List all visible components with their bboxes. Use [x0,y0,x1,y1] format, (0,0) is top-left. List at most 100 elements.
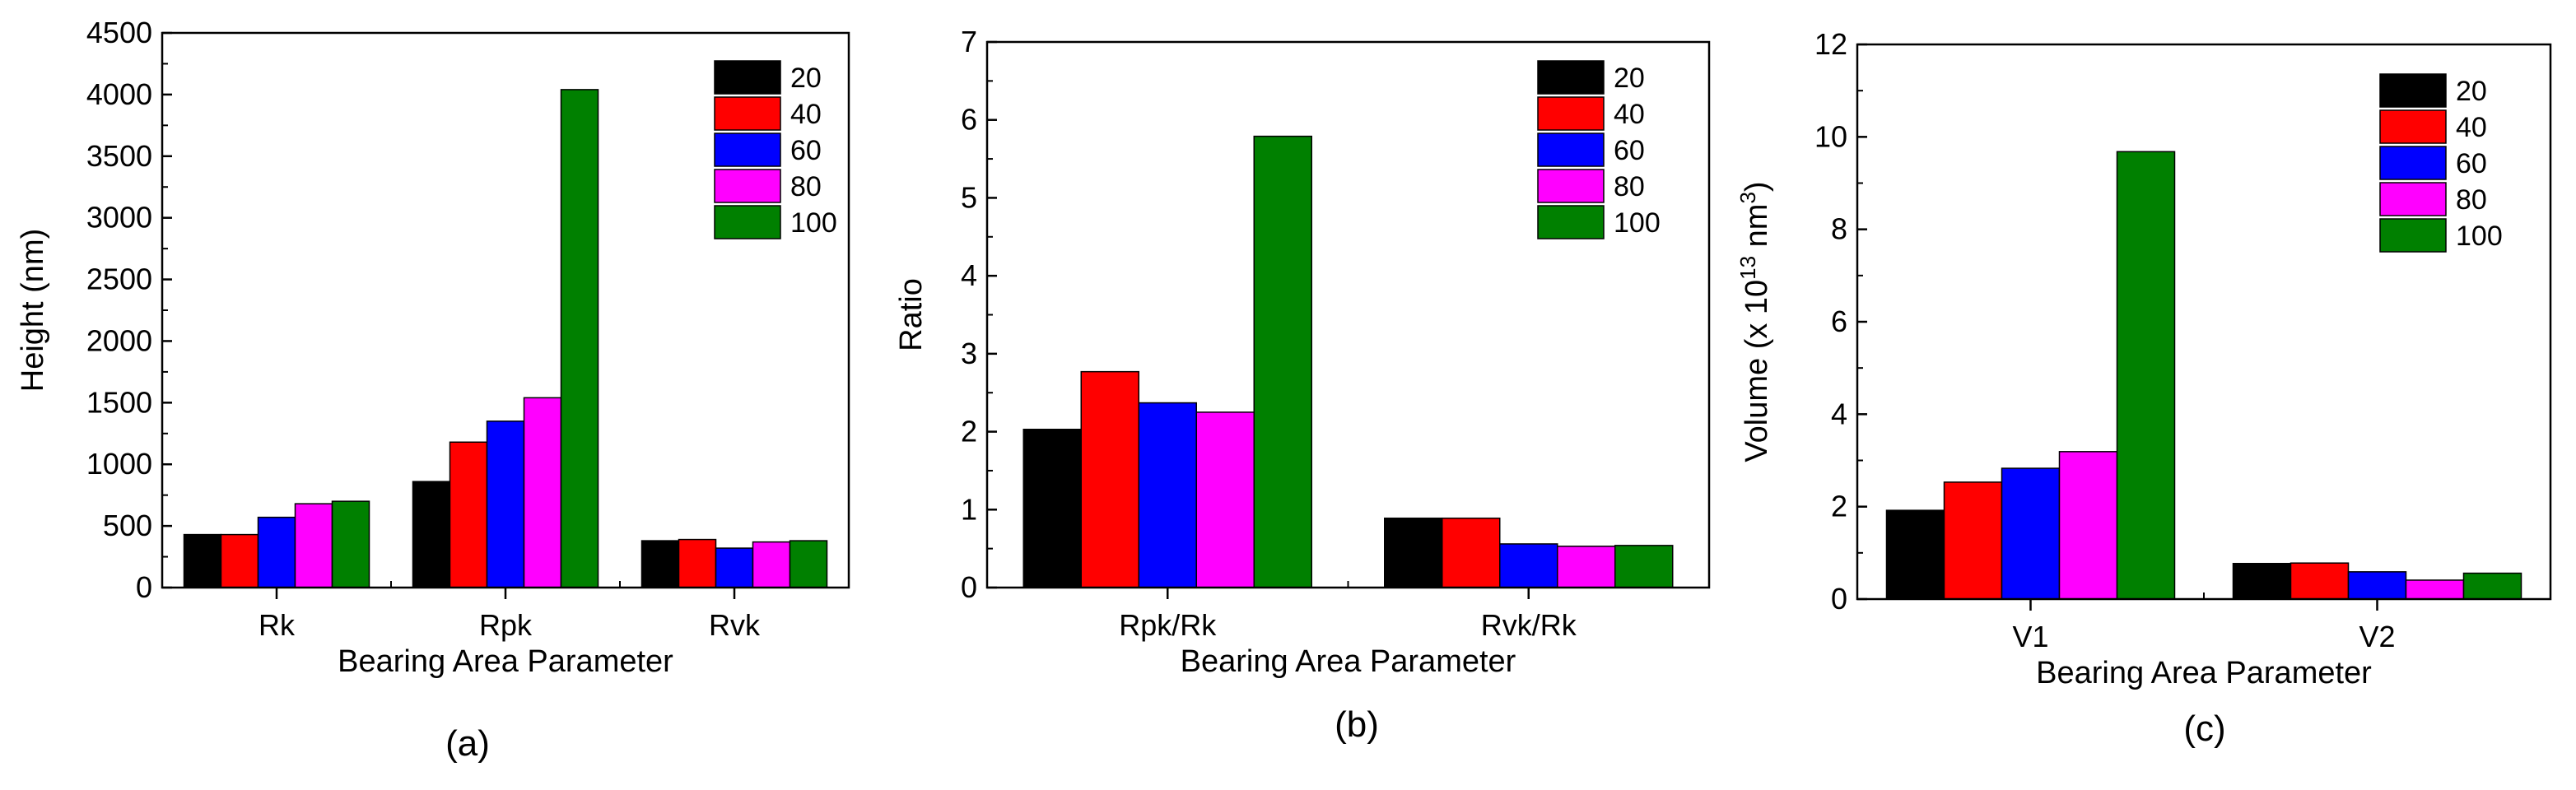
bar-rpk-rk-40 [1080,370,1139,588]
y-axis-title-suffix: ) [1740,181,1774,192]
legend-label-60: 60 [790,135,822,166]
legend-swatch-100 [714,205,781,239]
bar-rvk-60 [715,547,754,588]
bar-rpk-rk-80 [1195,411,1255,588]
legend-swatch-60 [714,132,781,167]
y-tick-label: 8 [1831,212,1847,246]
x-tick-label: Rpk [479,608,533,642]
y-tick-label: 2500 [86,263,152,296]
legend-label-40: 40 [1614,99,1645,130]
legend-swatch-100 [2379,218,2447,253]
y-tick-label: 0 [1831,582,1847,616]
y-axis-title: Volume (x 1013 nm3) [1735,181,1774,462]
bar-rvk-rk-100 [1614,545,1674,588]
bar-rpk-rk-20 [1022,428,1082,588]
x-axis-title: Bearing Area Parameter [338,644,673,679]
legend-swatch-100 [1537,205,1605,239]
bar-rpk-rk-100 [1253,135,1312,588]
legend-swatch-20 [2379,73,2447,108]
x-tick-label: Rk [259,608,296,642]
legend-label-40: 40 [2456,112,2487,143]
x-axis-title: Bearing Area Parameter [1181,644,1516,679]
legend-label-100: 100 [1614,207,1661,239]
y-tick-label: 2000 [86,323,152,357]
bar-rk-60 [257,516,296,588]
bar-rk-80 [294,503,333,588]
y-tick-label: 1500 [86,385,152,419]
bar-rvk-20 [641,540,680,588]
x-tick-label: Rpk/Rk [1119,608,1217,642]
y-tick-label: 4500 [86,16,152,49]
legend-swatch-60 [2379,146,2447,180]
x-tick-label: Rvk/Rk [1481,608,1577,642]
bar-rpk-60 [486,421,525,588]
legend-label-80: 80 [2456,184,2487,216]
legend-swatch-80 [714,169,781,203]
legend-swatch-40 [2379,109,2447,144]
y-tick-label: 7 [961,25,977,58]
y-tick-label: 5 [961,180,977,214]
y-tick-label: 1000 [86,447,152,481]
bar-rvk-rk-60 [1499,543,1558,588]
y-tick-label: 12 [1814,27,1847,61]
y-tick-label: 6 [1831,304,1847,338]
y-tick-label: 4000 [86,77,152,111]
y-tick-label: 3000 [86,201,152,235]
legend-label-20: 20 [1614,63,1645,94]
bar-v2-40 [2290,562,2350,600]
bar-v2-60 [2347,571,2407,600]
y-tick-label: 10 [1814,119,1847,153]
y-tick-label: 3500 [86,139,152,173]
x-tick-label: V1 [2012,620,2048,653]
y-tick-label: 4 [961,258,977,292]
legend-swatch-80 [2379,182,2447,216]
legend-swatch-60 [1537,132,1605,167]
y-axis-title-sup1: 13 [1735,256,1760,280]
bar-rpk-100 [560,89,599,588]
legend-swatch-40 [1537,96,1605,131]
y-tick-label: 3 [961,337,977,370]
y-tick-label: 4 [1831,397,1847,430]
bar-rvk-rk-40 [1442,517,1501,588]
bar-rpk-40 [449,441,488,588]
legend-swatch-20 [714,60,781,95]
y-tick-label: 500 [103,509,152,542]
y-axis-title-mid: nm [1740,204,1774,256]
panel-label: (b) [1335,704,1379,745]
bar-rvk-rk-20 [1384,517,1443,588]
y-tick-label: 0 [136,570,152,604]
x-axis-title: Bearing Area Parameter [2036,656,2372,690]
panel-label: (a) [445,723,490,764]
legend-label-100: 100 [790,207,837,239]
bar-v2-100 [2462,572,2522,600]
bar-rvk-40 [678,538,717,588]
legend-label-40: 40 [790,99,822,130]
bar-v2-20 [2232,563,2292,600]
y-tick-label: 0 [961,570,977,604]
legend-label-80: 80 [1614,171,1645,202]
bar-v2-80 [2405,579,2465,600]
bar-rvk-rk-80 [1557,546,1616,588]
y-tick-label: 2 [961,415,977,448]
y-axis-title: Ratio [894,278,929,351]
bar-rk-40 [220,533,259,588]
x-tick-label: Rvk [709,608,761,642]
panel-label: (c) [2183,709,2225,749]
y-tick-label: 6 [961,103,977,137]
legend-swatch-20 [1537,60,1605,95]
bar-rpk-80 [523,397,562,588]
bar-v1-100 [2116,151,2176,600]
legend-label-60: 60 [2456,148,2487,179]
y-tick-label: 1 [961,492,977,526]
bar-rvk-100 [789,540,828,588]
bar-rpk-20 [412,481,451,588]
chart-panel-a: 0 500 1000 1500 2000 2500 3000 3500 4000 4500 Rk Rp… [16,16,850,764]
legend-label-20: 20 [2456,76,2487,107]
legend-label-60: 60 [1614,135,1645,166]
y-axis-title-sup2: 3 [1735,192,1760,203]
bar-rk-100 [331,500,370,588]
bar-rk-20 [183,533,222,588]
